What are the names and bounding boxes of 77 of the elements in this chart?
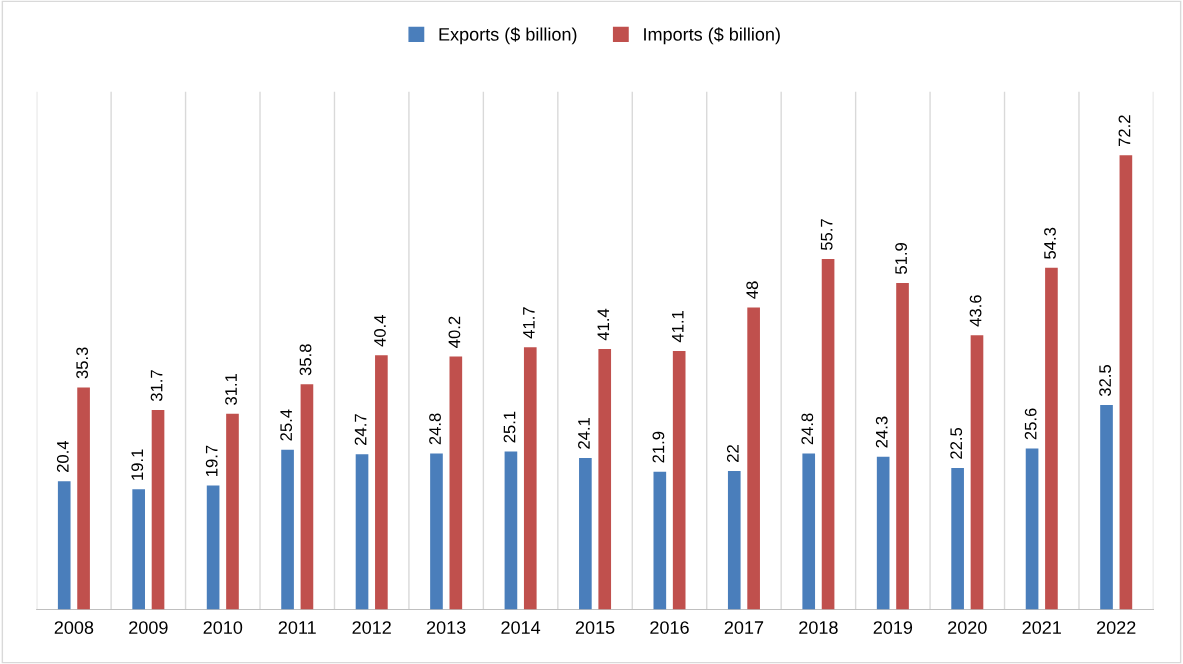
x-tick-label: 2015 xyxy=(575,621,615,634)
bar xyxy=(727,471,741,610)
x-tick-label: 2009 xyxy=(129,621,168,634)
data-label: 24.7 xyxy=(354,414,367,445)
x-tick-label: 2008 xyxy=(54,621,94,634)
bar xyxy=(504,451,518,610)
data-label: 24.1 xyxy=(578,417,590,449)
data-label: 25.6 xyxy=(1024,408,1037,440)
bar xyxy=(430,453,443,610)
data-label: 21.9 xyxy=(652,431,665,463)
bar xyxy=(281,449,294,610)
bar xyxy=(355,454,369,610)
x-tick-label: 2019 xyxy=(873,621,913,634)
data-label: 25.1 xyxy=(503,411,516,443)
x-tick-label: 2018 xyxy=(799,621,838,634)
bar xyxy=(1119,155,1133,610)
legend-label: Exports ($ billion) xyxy=(439,27,577,45)
data-label: 24.8 xyxy=(801,413,814,445)
x-tick-label: 2011 xyxy=(278,621,316,634)
bar xyxy=(821,259,835,610)
data-label: 41.1 xyxy=(672,310,684,343)
bar xyxy=(653,471,667,610)
data-label: 20.4 xyxy=(56,440,69,473)
data-label: 40.4 xyxy=(374,315,386,347)
x-tick-label: 2010 xyxy=(203,621,243,634)
data-label: 25.4 xyxy=(280,409,293,441)
data-label: 51.9 xyxy=(895,242,907,274)
x-tick-label: 2021 xyxy=(1022,621,1061,634)
bar xyxy=(876,456,890,610)
x-tick-label: 2014 xyxy=(501,621,541,634)
x-tick-label: 2017 xyxy=(724,621,764,634)
bar xyxy=(1045,267,1058,610)
bar xyxy=(77,387,90,610)
x-tick-label: 2013 xyxy=(426,621,466,634)
bar xyxy=(970,335,984,610)
x-tick-label: 2022 xyxy=(1097,621,1136,634)
legend-label: Imports ($ billion) xyxy=(644,27,780,45)
bar xyxy=(896,282,909,610)
data-label: 19.7 xyxy=(205,445,218,476)
data-label: 43.6 xyxy=(969,295,982,327)
bar xyxy=(300,384,314,610)
data-label: 24.3 xyxy=(875,416,888,448)
bar xyxy=(1100,405,1113,610)
bar xyxy=(226,413,239,610)
data-label: 31.1 xyxy=(225,373,237,405)
data-label: 31.7 xyxy=(150,370,163,402)
bar xyxy=(598,349,612,610)
bar xyxy=(449,356,463,610)
x-tick-label: 2012 xyxy=(352,621,391,634)
data-label: 41.4 xyxy=(597,308,610,341)
data-label: 40.2 xyxy=(448,316,461,348)
data-label: 32.5 xyxy=(1099,364,1111,397)
x-tick-label: 2020 xyxy=(948,621,987,634)
bar xyxy=(57,481,71,610)
data-label: 22.5 xyxy=(950,427,963,459)
data-label: 35.8 xyxy=(299,344,312,376)
data-label: 24.8 xyxy=(429,413,441,445)
bar xyxy=(747,307,760,610)
data-label: 19.1 xyxy=(131,449,144,480)
bar xyxy=(206,485,220,610)
bar xyxy=(951,467,964,610)
data-label: 54.3 xyxy=(1044,227,1056,259)
bar xyxy=(151,410,165,610)
bar xyxy=(802,453,816,610)
bar xyxy=(132,489,145,610)
x-tick-label: 2016 xyxy=(650,621,689,634)
bar xyxy=(375,355,388,610)
data-label: 22 xyxy=(726,445,739,462)
bar xyxy=(579,457,592,610)
data-label: 72.2 xyxy=(1118,115,1131,147)
bar xyxy=(1025,448,1039,610)
data-label: 35.3 xyxy=(76,347,89,379)
data-label: 55.7 xyxy=(820,219,833,251)
bar xyxy=(672,350,686,610)
data-label: 41.7 xyxy=(523,307,535,339)
data-label: 48 xyxy=(746,281,759,299)
bar xyxy=(523,347,537,610)
